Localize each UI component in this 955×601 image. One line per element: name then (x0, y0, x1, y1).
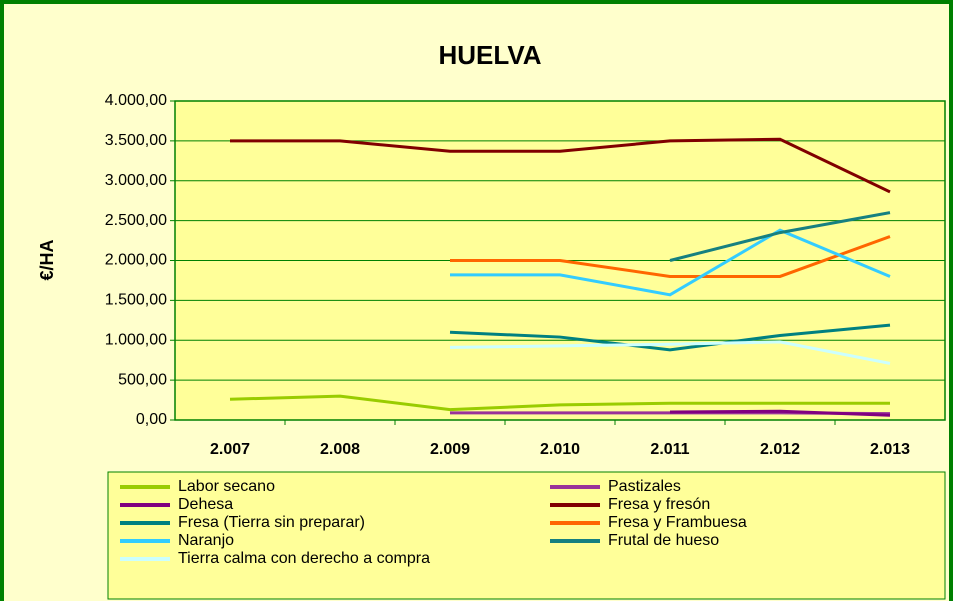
series-line (449, 323, 891, 352)
series-line (230, 137, 891, 194)
x-tick-label: 2.007 (210, 441, 250, 458)
y-tick-label: 4.000,00 (105, 92, 167, 109)
y-tick-label: 3.000,00 (105, 172, 167, 189)
series-line (450, 228, 891, 297)
y-tick-label: 2.500,00 (105, 212, 167, 229)
y-tick-label: 3.500,00 (105, 132, 167, 149)
x-tick-label: 2.008 (320, 441, 360, 458)
y-axis-label: €/HA (37, 239, 57, 280)
x-tick-label: 2.009 (430, 441, 470, 458)
legend (107, 471, 946, 600)
legend-label: Frutal de hueso (608, 532, 719, 549)
legend-label: Tierra calma con derecho a compra (178, 550, 430, 567)
y-tick-label: 500,00 (118, 371, 167, 388)
legend-label: Fresa y fresón (608, 496, 710, 513)
series-line (669, 211, 891, 262)
legend-label: Fresa y Frambuesa (608, 514, 747, 531)
x-tick-label: 2.012 (760, 441, 800, 458)
y-tick-label: 1.500,00 (105, 292, 167, 309)
x-tick-label: 2.013 (870, 441, 910, 458)
series-line (450, 235, 891, 278)
legend-label: Pastizales (608, 478, 681, 495)
series-line (669, 409, 891, 417)
legend-label: Fresa (Tierra sin preparar) (178, 514, 365, 531)
legend-label: Dehesa (178, 496, 233, 513)
y-tick-label: 2.000,00 (105, 252, 167, 269)
chart-title: HUELVA (438, 40, 541, 70)
x-tick-label: 2.011 (650, 441, 689, 458)
y-tick-label: 1.000,00 (105, 331, 167, 348)
series-line (449, 340, 891, 365)
x-tick-label: 2.010 (540, 441, 580, 458)
legend-label: Labor secano (178, 478, 275, 495)
legend-label: Naranjo (178, 532, 234, 549)
series-line (229, 394, 890, 412)
y-tick-label: 0,00 (136, 411, 167, 428)
